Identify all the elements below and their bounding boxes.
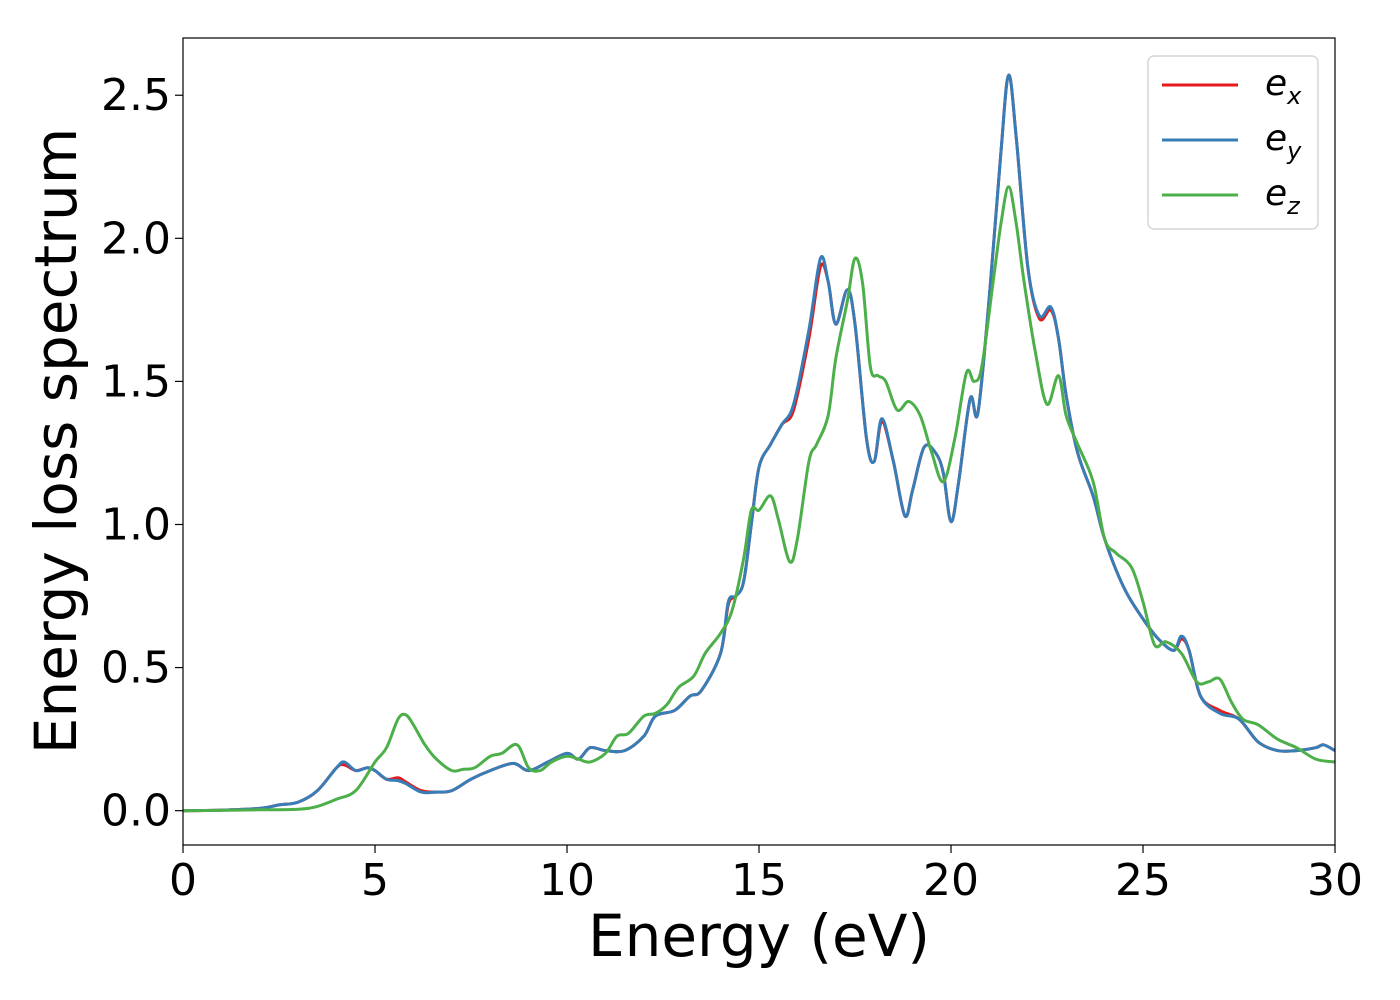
series-line-e_y	[182, 73, 1336, 813]
x-axis-label: Energy (eV)	[588, 902, 930, 970]
x-axis-ticks: 0 5 10 15 20 25 30	[169, 845, 1363, 906]
x-tick-label: 10	[539, 855, 595, 906]
x-tick-label: 0	[169, 855, 197, 906]
series-line-e_z	[182, 185, 1336, 813]
legend-label-e_x: ex	[1265, 63, 1302, 110]
y-tick-label: 0.5	[101, 643, 171, 694]
x-tick-label: 5	[361, 855, 389, 906]
x-tick-label: 20	[923, 855, 979, 906]
y-tick-label: 0.0	[101, 786, 171, 837]
y-tick-label: 2.5	[101, 70, 171, 121]
x-tick-label: 15	[731, 855, 787, 906]
y-axis-label: Energy loss spectrum	[22, 128, 90, 754]
y-axis-ticks: 0.0 0.5 1.0 1.5 2.0 2.5	[101, 70, 183, 837]
x-tick-label: 30	[1307, 855, 1363, 906]
legend: ex ey ez	[1147, 55, 1319, 230]
legend-label-e_y: ey	[1265, 118, 1302, 165]
y-tick-label: 1.0	[101, 499, 171, 550]
y-tick-label: 2.0	[101, 213, 171, 264]
x-tick-label: 25	[1115, 855, 1171, 906]
plot-area	[182, 73, 1336, 813]
y-tick-label: 1.5	[101, 356, 171, 407]
legend-box	[1147, 55, 1319, 230]
legend-label-e_z: ez	[1265, 173, 1301, 220]
